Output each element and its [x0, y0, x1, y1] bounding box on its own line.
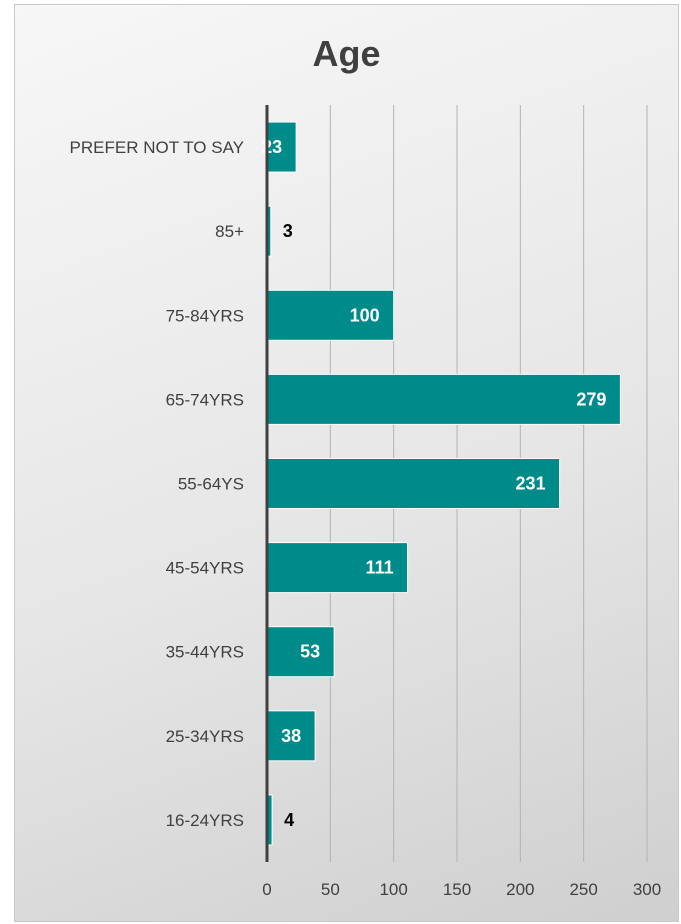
data-label: 53 [300, 642, 320, 662]
bar [266, 458, 561, 509]
axis: 0 50 100 150 200 250 300 PREFER NOT TO SAY 85+ 75… [70, 105, 661, 899]
category-label: 16-24YRS [166, 811, 244, 830]
x-tick-label: 300 [633, 880, 661, 899]
data-label: 279 [576, 389, 606, 409]
category-label: 75-84YRS [166, 306, 244, 325]
category-label: 85+ [215, 222, 244, 241]
x-tick-label: 250 [569, 880, 597, 899]
category-label: 65-74YRS [166, 390, 244, 409]
bar [266, 373, 621, 425]
data-label: 4 [284, 810, 294, 830]
bar [266, 626, 335, 678]
category-label: PREFER NOT TO SAY [70, 138, 244, 157]
bar [266, 289, 395, 341]
data-label: 231 [516, 474, 546, 494]
x-tick-label: 100 [379, 880, 407, 899]
data-label: 23 [262, 137, 282, 157]
category-label: 25-34YRS [166, 727, 244, 746]
category-label: 45-54YRS [166, 559, 244, 578]
x-tick-label: 200 [506, 880, 534, 899]
data-label: 111 [366, 558, 394, 578]
bar [266, 542, 409, 594]
bars: 23 3 100 279 231 111 53 38 4 [262, 121, 621, 846]
bar [266, 710, 316, 762]
category-label: 35-44YRS [166, 643, 244, 662]
data-label: 38 [281, 726, 301, 746]
chart-title: Age [312, 33, 381, 74]
x-tick-label: 150 [443, 880, 471, 899]
x-tick-label: 50 [321, 880, 340, 899]
category-label: 55-64YS [178, 475, 244, 494]
x-tick-label: 0 [262, 880, 271, 899]
data-label: 100 [350, 305, 380, 325]
data-label: 3 [283, 221, 293, 241]
